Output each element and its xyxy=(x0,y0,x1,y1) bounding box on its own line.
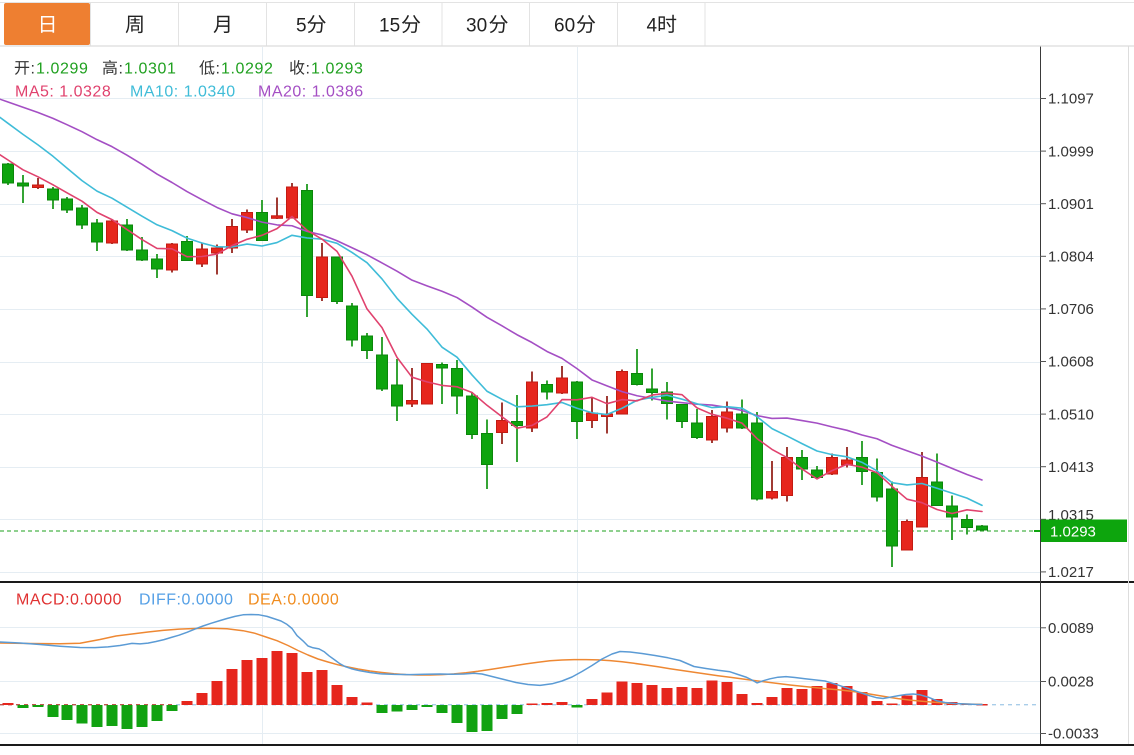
svg-text:1.0292: 1.0292 xyxy=(221,61,274,78)
svg-text::: : xyxy=(119,61,123,78)
svg-text:MACD:0.0000: MACD:0.0000 xyxy=(16,592,122,609)
svg-text:0.0089: 0.0089 xyxy=(1048,620,1094,637)
svg-text:1.0510: 1.0510 xyxy=(1048,406,1094,423)
svg-text:-0.0033: -0.0033 xyxy=(1048,726,1099,743)
svg-text:1.1097: 1.1097 xyxy=(1048,91,1094,108)
svg-text:1.0301: 1.0301 xyxy=(124,61,177,78)
svg-text:15: 15 xyxy=(379,16,400,37)
svg-text::: : xyxy=(31,61,35,78)
svg-text:1.0413: 1.0413 xyxy=(1048,459,1094,476)
svg-text:5: 5 xyxy=(296,16,307,37)
svg-text:1.0804: 1.0804 xyxy=(1048,249,1094,266)
svg-text:DIFF:0.0000: DIFF:0.0000 xyxy=(139,592,233,609)
svg-text:MA5: 1.0328: MA5: 1.0328 xyxy=(15,84,111,101)
svg-text:1.0299: 1.0299 xyxy=(36,61,89,78)
svg-text:MA20: 1.0386: MA20: 1.0386 xyxy=(258,84,364,101)
svg-text:1.0706: 1.0706 xyxy=(1048,301,1094,318)
svg-text:MA10: 1.0340: MA10: 1.0340 xyxy=(130,84,236,101)
svg-text::: : xyxy=(306,61,310,78)
svg-text:1.0901: 1.0901 xyxy=(1048,196,1094,213)
svg-text:30: 30 xyxy=(466,16,487,37)
svg-text:1.0217: 1.0217 xyxy=(1048,564,1094,581)
svg-text:1.0608: 1.0608 xyxy=(1048,354,1094,371)
svg-text::: : xyxy=(216,61,220,78)
svg-text:1.0293: 1.0293 xyxy=(311,61,364,78)
svg-text:0.0028: 0.0028 xyxy=(1048,674,1094,691)
svg-text:1.0999: 1.0999 xyxy=(1048,143,1094,160)
svg-text:60: 60 xyxy=(554,16,575,37)
svg-text:DEA:0.0000: DEA:0.0000 xyxy=(248,592,339,609)
svg-text:4: 4 xyxy=(647,16,658,37)
svg-text:1.0293: 1.0293 xyxy=(1050,524,1096,541)
